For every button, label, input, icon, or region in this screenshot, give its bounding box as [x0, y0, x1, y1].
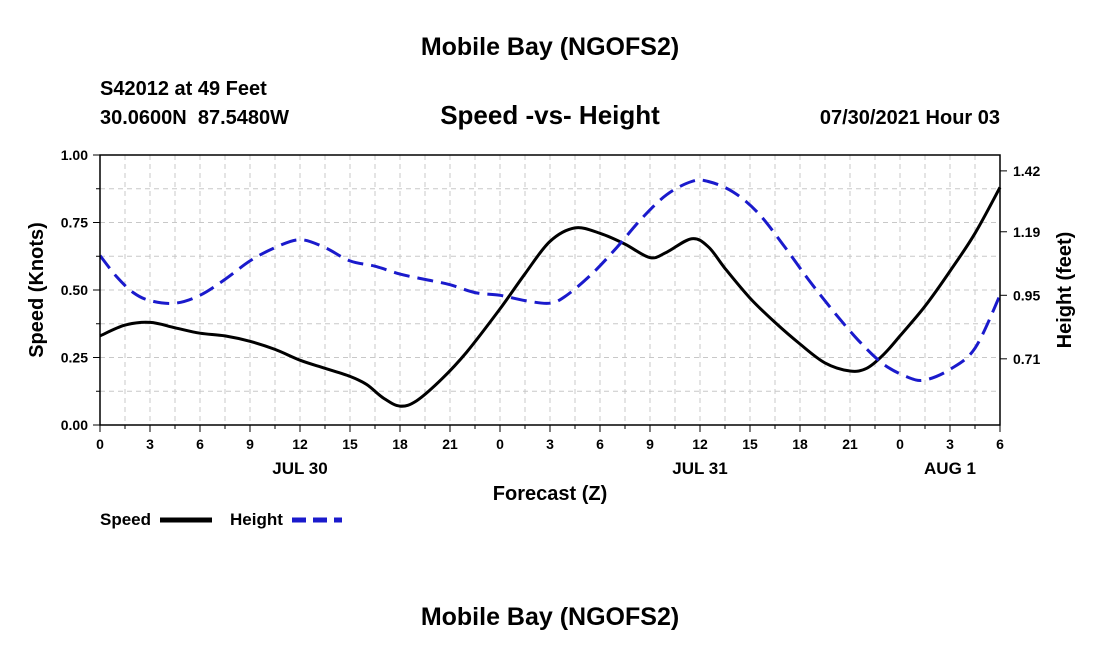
station-label: S42012 at 49 Feet [100, 78, 267, 100]
grid [100, 155, 1000, 425]
legend-height-label: Height [230, 510, 283, 529]
y-axis-right: 0.71 0.95 1.19 1.42 [1000, 163, 1040, 367]
y-axis-label: Speed (Knots) [26, 222, 48, 358]
y-tick-label: 0.25 [61, 350, 88, 366]
chart-subtitle: Speed -vs- Height [440, 100, 660, 130]
x-tick-label: 12 [292, 436, 308, 452]
x-tick-label: 18 [792, 436, 808, 452]
coords-label: 30.0600N 87.5480W [100, 107, 289, 129]
day-label: JUL 31 [672, 459, 727, 478]
x-tick-label: 0 [896, 436, 904, 452]
y-tick-label: 0.75 [61, 215, 88, 231]
x-tick-label: 6 [996, 436, 1004, 452]
y-axis-left: 0.00 0.25 0.50 0.75 1.00 [61, 147, 100, 433]
y-tick-label: 0.50 [61, 282, 88, 298]
day-label: AUG 1 [924, 459, 976, 478]
x-tick-label: 3 [146, 436, 154, 452]
y2-tick-label: 0.71 [1013, 351, 1040, 367]
x-axis: 0 3 6 9 12 15 18 21 0 3 6 9 12 15 18 21 0 3 6 [96, 425, 1004, 452]
x-tick-label: 3 [546, 436, 554, 452]
x-tick-label: 0 [96, 436, 104, 452]
x-tick-label: 18 [392, 436, 408, 452]
legend-speed-label: Speed [100, 510, 151, 529]
x-tick-label: 15 [742, 436, 758, 452]
y2-axis-label: Height (feet) [1054, 232, 1076, 349]
day-labels: JUL 30 JUL 31 AUG 1 [272, 459, 976, 478]
datetime-label: 07/30/2021 Hour 03 [820, 107, 1000, 129]
y-tick-label: 1.00 [61, 147, 88, 163]
x-tick-label: 9 [646, 436, 654, 452]
y2-tick-label: 1.19 [1013, 224, 1040, 240]
x-tick-label: 21 [842, 436, 858, 452]
x-tick-label: 0 [496, 436, 504, 452]
x-tick-label: 9 [246, 436, 254, 452]
y2-tick-label: 0.95 [1013, 287, 1040, 303]
plot-lines [98, 178, 1002, 408]
x-tick-label: 6 [196, 436, 204, 452]
x-tick-label: 15 [342, 436, 358, 452]
footer-title: Mobile Bay (NGOFS2) [421, 603, 679, 631]
series-line-speed [99, 186, 1002, 408]
x-tick-label: 6 [596, 436, 604, 452]
y-tick-label: 0.00 [61, 417, 88, 433]
legend: Speed Height [100, 510, 342, 529]
x-tick-label: 12 [692, 436, 708, 452]
x-axis-label: Forecast (Z) [493, 483, 607, 505]
x-tick-label: 3 [946, 436, 954, 452]
x-tick-label: 21 [442, 436, 458, 452]
series-line-height [98, 178, 1002, 383]
y2-tick-label: 1.42 [1013, 163, 1040, 179]
chart-title: Mobile Bay (NGOFS2) [421, 33, 679, 61]
day-label: JUL 30 [272, 459, 327, 478]
